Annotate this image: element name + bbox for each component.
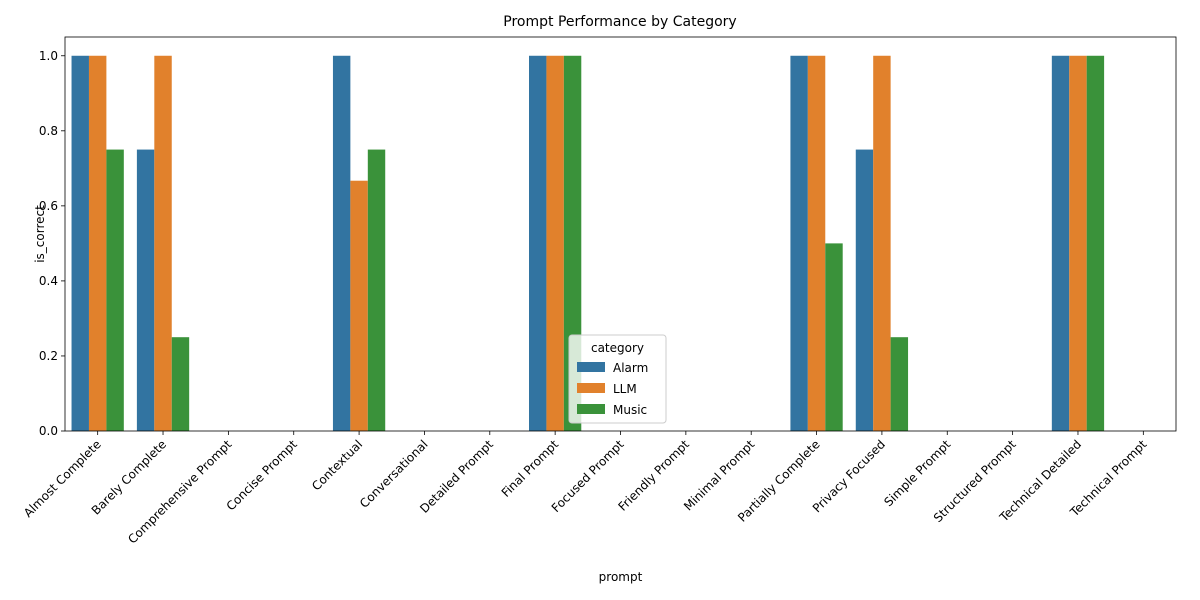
bar-llm-4 — [350, 180, 368, 431]
x-tick-label: Minimal Prompt — [681, 437, 757, 513]
bar-llm-7 — [546, 55, 564, 432]
legend: category Alarm LLM Music — [568, 334, 667, 424]
bars-group — [71, 55, 1105, 432]
x-tick-label: Concise Prompt — [224, 437, 300, 513]
plot-frame — [64, 36, 1177, 432]
x-tick-label: Friendly Prompt — [615, 437, 692, 514]
bar-alarm-4 — [332, 55, 351, 432]
legend-title: category — [591, 341, 644, 355]
bar-music-11 — [825, 243, 843, 431]
legend-swatch-llm — [577, 383, 605, 393]
bar-music-12 — [890, 337, 909, 431]
legend-box — [568, 334, 667, 424]
x-tick-label: Conversational — [357, 437, 431, 511]
y-tick-label: 0.8 — [39, 124, 58, 138]
bar-alarm-1 — [136, 149, 155, 432]
legend-label-llm: LLM — [613, 382, 637, 396]
x-axis-title: prompt — [599, 570, 643, 584]
x-tick-label: Final Prompt — [499, 437, 562, 500]
y-tick-label: 0.4 — [39, 274, 58, 288]
legend-label-alarm: Alarm — [613, 361, 648, 375]
y-tick-label: 0.6 — [39, 199, 58, 213]
bar-music-0 — [106, 149, 124, 432]
bar-music-15 — [1086, 55, 1105, 432]
bar-music-1 — [171, 337, 190, 431]
legend-swatch-alarm — [577, 362, 605, 372]
bar-llm-0 — [88, 55, 107, 432]
x-tick-label: Simple Prompt — [881, 437, 953, 509]
bar-llm-1 — [154, 55, 172, 432]
legend-swatch-music — [577, 404, 605, 414]
y-axis: 0.0 0.2 0.4 0.6 0.8 1.0 — [39, 49, 65, 438]
legend-label-music: Music — [613, 403, 647, 417]
bar-alarm-0 — [71, 55, 89, 432]
bar-alarm-11 — [790, 55, 808, 432]
x-tick-label: Detailed Prompt — [417, 437, 496, 516]
bar-alarm-12 — [855, 149, 874, 432]
bar-alarm-15 — [1051, 55, 1070, 432]
bar-music-4 — [367, 149, 386, 432]
bar-alarm-7 — [529, 55, 547, 432]
bar-llm-15 — [1069, 55, 1087, 432]
x-tick-label: Privacy Focused — [810, 437, 888, 515]
x-tick-label: Contextual — [309, 437, 365, 493]
x-tick-label: Comprehensive Prompt — [125, 437, 235, 547]
y-tick-label: 0.2 — [39, 349, 58, 363]
y-tick-label: 1.0 — [39, 49, 58, 63]
bar-llm-11 — [807, 55, 826, 432]
y-tick-label: 0.0 — [39, 424, 58, 438]
chart-title: Prompt Performance by Category — [503, 14, 736, 30]
y-axis-title: is_correct — [33, 205, 47, 263]
bar-llm-12 — [873, 55, 891, 432]
